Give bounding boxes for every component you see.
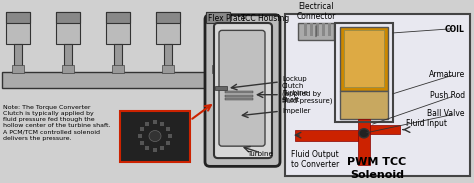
FancyBboxPatch shape [219,30,265,146]
Bar [310,23,313,36]
Bar [12,65,24,73]
Bar [0,10,284,178]
Bar [335,23,393,122]
Bar [316,23,319,36]
Bar [62,65,74,73]
Bar [114,44,122,72]
Bar [166,141,170,145]
Bar [153,148,157,152]
Text: Fluid Output
to Converter: Fluid Output to Converter [291,150,339,169]
Bar [212,65,224,73]
Text: Electrical
Connector: Electrical Connector [296,2,336,21]
Bar [358,119,370,165]
Text: Armature: Armature [429,70,465,79]
Text: Fluid Input: Fluid Input [406,119,447,128]
Bar [162,65,174,73]
Ellipse shape [149,130,161,142]
Bar [340,27,388,91]
Bar [340,91,388,119]
Bar [166,127,170,131]
Text: COIL: COIL [445,25,465,34]
Bar [140,141,144,145]
Bar [215,86,227,90]
Text: PWM TCC
Solenoid: PWM TCC Solenoid [347,157,407,180]
Bar [322,23,325,36]
Bar [161,146,164,150]
Bar [14,44,22,72]
Bar [56,12,80,44]
Bar [140,127,144,131]
Bar [138,134,142,138]
Text: Turbine: Turbine [247,151,273,157]
Bar [225,95,253,96]
Text: Note: The Torque Converter
Clutch is typically applied by
fluid pressure fed tho: Note: The Torque Converter Clutch is typ… [3,105,110,141]
FancyBboxPatch shape [214,23,272,158]
FancyBboxPatch shape [205,15,280,166]
Bar [106,12,130,23]
Bar [285,14,470,175]
Text: Impeller: Impeller [282,108,310,114]
Bar [112,65,124,73]
Bar [120,111,190,162]
Bar [370,125,400,134]
Bar [6,12,30,23]
Bar [146,122,149,126]
Text: Lockup
Clutch
(applied by
fluid pressure): Lockup Clutch (applied by fluid pressure… [282,76,332,104]
Bar [328,23,331,36]
Text: TCC Housing: TCC Housing [241,14,289,23]
Bar [304,23,307,36]
Bar [225,91,253,93]
Bar [206,12,230,44]
Text: Turbine
Shaft: Turbine Shaft [282,90,308,103]
Bar [6,12,30,44]
Bar [295,130,358,141]
Bar [146,146,149,150]
Bar [2,72,238,88]
Bar [156,12,180,23]
Bar [298,23,334,40]
Bar [225,98,253,100]
Bar [156,12,180,44]
Text: Flex Plate: Flex Plate [208,14,246,23]
Bar [56,12,80,23]
Bar [214,44,222,72]
Bar [161,122,164,126]
Bar [344,30,384,87]
Ellipse shape [359,129,369,138]
Text: Ball Valve: Ball Valve [428,109,465,118]
Bar [64,44,72,72]
Bar [206,12,230,23]
Bar [106,12,130,44]
Text: Push Rod: Push Rod [430,91,465,100]
Bar [153,120,157,124]
Bar [164,44,172,72]
Bar [168,134,172,138]
